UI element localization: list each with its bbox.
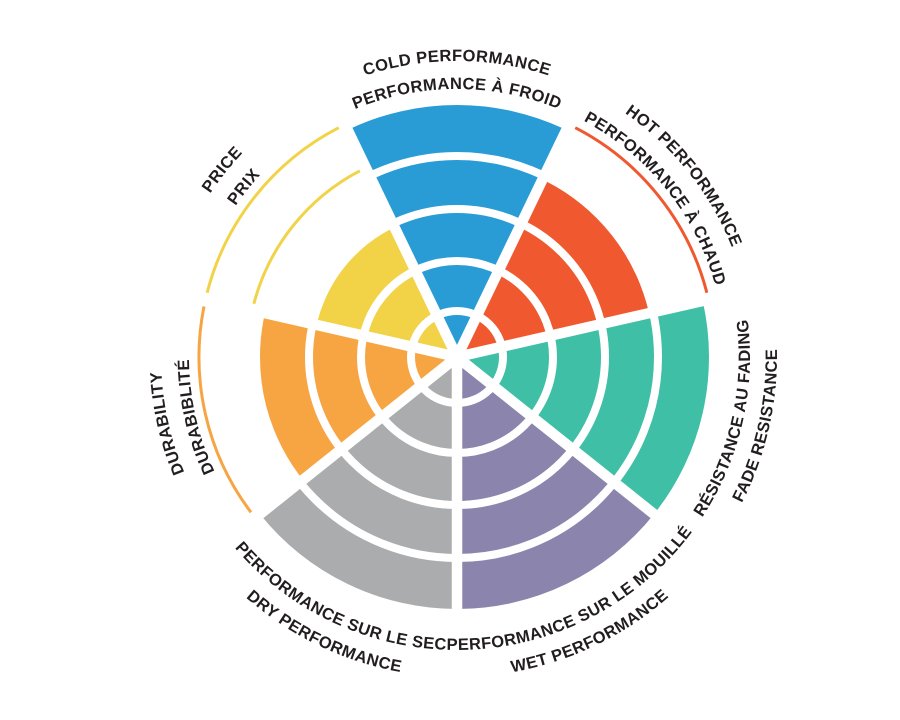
sector-divider bbox=[342, 126, 462, 360]
sector-fills-layer bbox=[255, 105, 709, 609]
sector-divider bbox=[255, 352, 461, 519]
sector-cold-fill bbox=[347, 105, 567, 357]
unfilled-ring-arcs-layer bbox=[197, 126, 709, 514]
sector-dry-fill bbox=[259, 357, 457, 609]
sector-dividers-layer bbox=[209, 126, 705, 610]
sector-wet-fill bbox=[457, 357, 655, 609]
sector-fade-fill bbox=[457, 300, 709, 515]
cold-label-en: COLD PERFORMANCE bbox=[361, 47, 553, 79]
sector-divider bbox=[209, 295, 459, 363]
price-unfilled-ring-5-arc bbox=[205, 126, 340, 294]
sector-divider bbox=[452, 126, 572, 360]
sector-divider bbox=[455, 295, 705, 363]
hot-unfilled-ring-5-arc bbox=[574, 126, 709, 294]
cold-label-en-text: COLD PERFORMANCE bbox=[361, 47, 553, 79]
durability-unfilled-ring-5-arc bbox=[197, 306, 253, 514]
sector-divider bbox=[453, 352, 659, 519]
price-unfilled-ring-4-arc bbox=[252, 169, 361, 305]
